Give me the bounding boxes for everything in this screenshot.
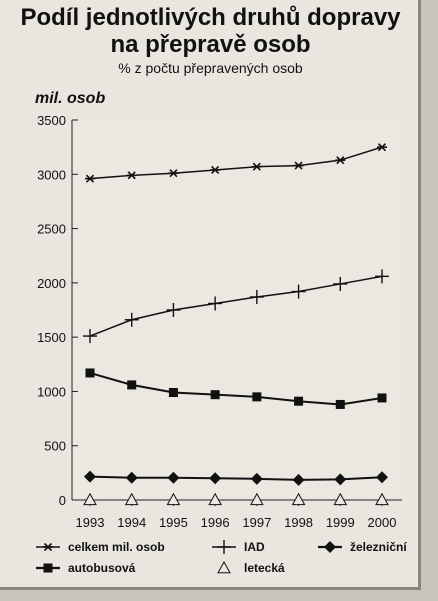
legend-label: autobusová — [68, 561, 136, 575]
x-ticks: 1993 1994 1995 1996 1997 1998 1999 2000 — [76, 500, 397, 530]
x-tick-label: 1995 — [159, 515, 188, 530]
chart-title-line-1: Podíl jednotlivých druhů dopravy — [20, 4, 401, 31]
legend-marker — [43, 542, 53, 552]
x-tick-label: 1999 — [326, 515, 355, 530]
x-tick-label: 1998 — [284, 515, 313, 530]
chart-panel: Podíl jednotlivých druhů dopravy na přep… — [0, 0, 421, 590]
x-tick-label: 1996 — [201, 515, 230, 530]
data-point-marker — [294, 396, 304, 406]
data-point-marker — [166, 303, 181, 317]
data-point-marker — [85, 368, 95, 378]
legend: celkem mil. osob IAD železniční autobusová l… — [36, 540, 407, 575]
data-point-marker — [377, 143, 387, 152]
data-point-marker — [210, 165, 221, 175]
line-chart: mil. osob 0 500 1000 1500 2000 2500 3000 3500 1… — [35, 90, 407, 575]
data-point-marker — [126, 171, 137, 180]
data-point-marker — [125, 471, 138, 484]
data-point-marker — [166, 492, 181, 506]
y-tick-label: 3000 — [37, 167, 66, 182]
x-tick-label: 1997 — [242, 515, 271, 530]
series-2 — [84, 470, 388, 486]
x-tick-label: 2000 — [368, 515, 397, 530]
data-point-marker — [376, 471, 388, 484]
data-point-marker — [377, 393, 387, 403]
data-point-marker — [84, 470, 96, 483]
legend-marker — [324, 541, 336, 553]
y-tick-label: 500 — [44, 439, 66, 454]
chart-title-line-2: na přepravě osob — [110, 31, 311, 58]
data-point-marker — [375, 269, 389, 284]
data-point-marker — [208, 296, 223, 311]
data-point-marker — [127, 380, 137, 390]
data-point-marker — [335, 156, 346, 165]
y-ticks: 0 500 1000 1500 2000 2500 3000 3500 — [37, 113, 78, 508]
data-point-marker — [168, 388, 178, 398]
y-tick-label: 3500 — [37, 113, 66, 128]
data-point-marker — [291, 492, 306, 506]
data-point-marker — [291, 284, 306, 299]
series-3 — [85, 368, 387, 409]
legend-label: letecká — [244, 561, 285, 575]
plot-area — [72, 120, 402, 500]
data-point-marker — [333, 276, 348, 291]
legend-label: železniční — [350, 540, 407, 554]
legend-item: celkem mil. osob — [36, 540, 165, 554]
legend-marker — [43, 563, 53, 573]
data-point-marker — [293, 161, 304, 170]
data-point-marker — [167, 471, 180, 484]
data-point-marker — [83, 329, 97, 344]
y-tick-label: 2500 — [37, 222, 66, 237]
data-point-marker — [375, 492, 389, 506]
data-point-marker — [335, 399, 345, 409]
data-point-marker — [85, 174, 95, 183]
data-point-marker — [334, 473, 347, 486]
data-point-marker — [250, 472, 263, 485]
y-axis-label: mil. osob — [35, 90, 105, 107]
x-tick-label: 1994 — [117, 515, 146, 530]
series-line — [89, 475, 383, 481]
legend-item: železniční — [318, 540, 407, 554]
series-line — [89, 146, 383, 180]
legend-item: IAD — [212, 540, 265, 554]
data-point-marker — [292, 473, 305, 486]
data-point-marker — [209, 472, 222, 485]
y-tick-label: 1000 — [37, 384, 66, 399]
legend-label: IAD — [244, 540, 265, 554]
legend-marker — [217, 560, 231, 574]
x-tick-label: 1993 — [76, 515, 105, 530]
data-point-marker — [208, 492, 222, 506]
data-point-marker — [83, 492, 97, 506]
data-point-marker — [210, 390, 220, 400]
y-tick-label: 0 — [59, 493, 66, 508]
series-line — [89, 275, 383, 337]
data-point-marker — [249, 289, 264, 304]
data-point-marker — [333, 492, 348, 506]
series-0 — [85, 143, 387, 183]
series-1 — [83, 269, 389, 344]
series-line — [89, 372, 383, 406]
data-point-marker — [168, 169, 179, 178]
data-point-marker — [124, 312, 139, 327]
legend-item: letecká — [217, 560, 285, 575]
legend-label: celkem mil. osob — [68, 540, 165, 554]
legend-marker — [217, 540, 231, 554]
y-tick-label: 1500 — [37, 330, 66, 345]
series-layer — [83, 143, 389, 506]
data-point-marker — [251, 162, 262, 171]
y-tick-label: 2000 — [37, 276, 66, 291]
data-point-marker — [124, 492, 139, 506]
data-point-marker — [252, 392, 262, 402]
series-4 — [83, 492, 389, 506]
chart-subtitle: % z počtu přepravených osob — [118, 60, 303, 76]
legend-item: autobusová — [36, 561, 136, 575]
data-point-marker — [250, 492, 264, 506]
